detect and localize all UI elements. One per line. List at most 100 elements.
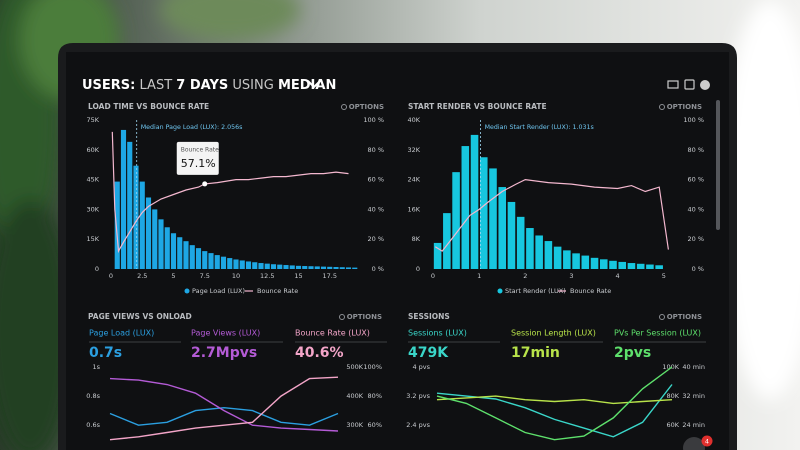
y-tick-label: 80% [368,392,382,400]
histogram-bar [352,267,358,269]
histogram-bar [277,264,283,269]
y2-tick-label: 0 % [692,265,704,273]
histogram-bar [452,172,460,269]
x-tick-label: 0 [431,272,435,280]
y-tick-label: 0.6s [86,421,100,429]
histogram-bar [327,266,333,269]
y2-tick-label: 40 % [367,205,384,213]
histogram-bar [320,266,327,269]
chat-button[interactable] [683,437,705,450]
y-tick-label: 24 min [682,421,705,429]
histogram-bar [164,227,170,269]
x-tick-label: 5 [662,272,666,280]
notification-badge [701,435,713,447]
title-part: 7 DAYS [176,78,228,93]
y2-tick-label: 60 % [367,176,384,184]
series-line [109,406,339,426]
options-button[interactable]: OPTIONS [349,103,384,111]
bounce-line [434,178,669,252]
y2-tick-label: 100 % [683,116,704,124]
y2-tick-label: 0 % [372,265,384,273]
histogram-bar [314,266,320,269]
histogram-bar [152,209,158,269]
histogram-bar [599,259,608,269]
panel-title: PAGE VIEWS VS ONLOAD [88,312,192,321]
histogram-bar [189,245,195,269]
image-icon[interactable] [684,79,695,90]
histogram-bar [264,263,270,269]
y-tick-label: 100% [363,363,382,371]
title-part: USERS: [82,78,135,93]
metric-label: Page Load (LUX) [89,329,154,338]
metric-label: Session Length (LUX) [511,329,596,338]
histogram-bar [470,134,479,269]
histogram-bar [618,261,627,269]
y-tick-label: 15K [86,235,99,243]
histogram-bar [479,157,488,269]
screen [66,52,729,450]
histogram-bar [177,237,183,269]
tooltip-point [202,181,208,187]
options-button[interactable]: OPTIONS [667,103,702,111]
x-tick-label: 2 [523,272,527,280]
x-tick-label: 1 [477,272,481,280]
options-icon[interactable] [659,104,665,110]
x-tick-label: 10 [232,272,240,280]
legend-label: Bounce Rate [257,287,298,295]
metric-value: 40.6% [295,345,344,361]
histogram-bar [572,253,580,269]
histogram-bar [258,263,264,269]
histogram-bar [627,263,636,269]
histogram-bar [133,165,139,269]
histogram-bar [245,261,252,269]
histogram-bar [220,256,227,269]
histogram-bar [114,181,120,269]
y2-tick-label: 60 % [687,176,704,184]
legend-marker [184,288,190,294]
histogram-bar [139,181,145,269]
legend-marker [497,288,503,294]
legend-label: Start Render (LUX) [505,287,566,295]
histogram-bar [289,265,295,269]
y-tick-label: 400K [346,392,363,400]
options-icon[interactable] [339,314,345,320]
options-icon[interactable] [659,314,665,320]
histogram-bar [214,255,220,269]
dashboard: LOAD TIME VS BOUNCE RATE OPTIONS015K30K45… [86,102,706,441]
tooltip-box [176,141,219,175]
histogram-bar [433,242,442,269]
title-part: MEDIAN [278,78,336,93]
y2-tick-label: 100 % [363,116,384,124]
options-button[interactable]: OPTIONS [347,313,382,321]
histogram-bar [145,197,152,269]
monitor-icon[interactable] [667,80,679,89]
histogram-bar [227,258,233,269]
histogram-bar [183,241,189,269]
y-tick-label: 60% [368,421,382,429]
y-tick-label: 32 min [682,392,705,400]
dropdown-chevron[interactable] [307,80,321,89]
x-tick-label: 15 [294,272,302,280]
histogram-bar [239,260,245,269]
histogram-bar [489,168,497,269]
histogram-bar [120,129,127,269]
help-icon[interactable] [700,80,710,90]
panel-title: START RENDER VS BOUNCE RATE [408,102,547,111]
x-tick-label: 5 [171,272,175,280]
histogram-bar [544,241,553,269]
x-tick-label: 12.5 [260,272,274,280]
histogram-bar [590,257,599,269]
series-line [109,377,339,432]
y-tick-label: 0 [416,265,420,273]
options-icon[interactable] [341,104,347,110]
histogram-bar [526,228,534,269]
legend-label: Page Load (LUX) [192,287,245,295]
histogram-bar [563,250,571,269]
histogram-bar [345,267,352,269]
options-button[interactable]: OPTIONS [667,313,702,321]
median-label: Median Start Render (LUX): 1.031s [485,124,594,131]
metric-value: 0.7s [89,345,122,361]
x-tick-label: 7.5 [200,272,210,280]
y-tick-label: 500K [346,363,363,371]
y-tick-label: 1s [92,363,100,371]
